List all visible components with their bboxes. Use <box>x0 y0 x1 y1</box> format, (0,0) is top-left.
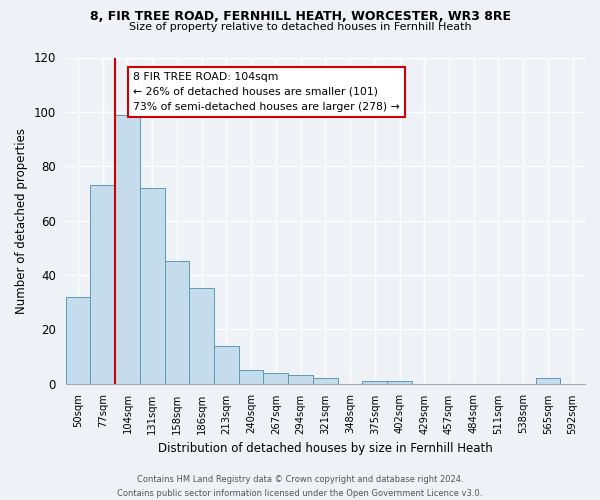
Bar <box>65 296 91 384</box>
Bar <box>190 288 214 384</box>
Bar <box>239 370 263 384</box>
Bar <box>362 381 387 384</box>
Text: Size of property relative to detached houses in Fernhill Heath: Size of property relative to detached ho… <box>128 22 472 32</box>
Bar <box>288 376 313 384</box>
X-axis label: Distribution of detached houses by size in Fernhill Heath: Distribution of detached houses by size … <box>158 442 493 455</box>
Text: 8, FIR TREE ROAD, FERNHILL HEATH, WORCESTER, WR3 8RE: 8, FIR TREE ROAD, FERNHILL HEATH, WORCES… <box>89 10 511 23</box>
Text: 8 FIR TREE ROAD: 104sqm
← 26% of detached houses are smaller (101)
73% of semi-d: 8 FIR TREE ROAD: 104sqm ← 26% of detache… <box>133 72 400 112</box>
Bar <box>263 372 288 384</box>
Bar <box>387 381 412 384</box>
Bar <box>313 378 338 384</box>
Bar <box>115 114 140 384</box>
Bar <box>214 346 239 384</box>
Y-axis label: Number of detached properties: Number of detached properties <box>15 128 28 314</box>
Text: Contains HM Land Registry data © Crown copyright and database right 2024.
Contai: Contains HM Land Registry data © Crown c… <box>118 476 482 498</box>
Bar <box>140 188 164 384</box>
Bar <box>164 262 190 384</box>
Bar <box>536 378 560 384</box>
Bar <box>91 185 115 384</box>
